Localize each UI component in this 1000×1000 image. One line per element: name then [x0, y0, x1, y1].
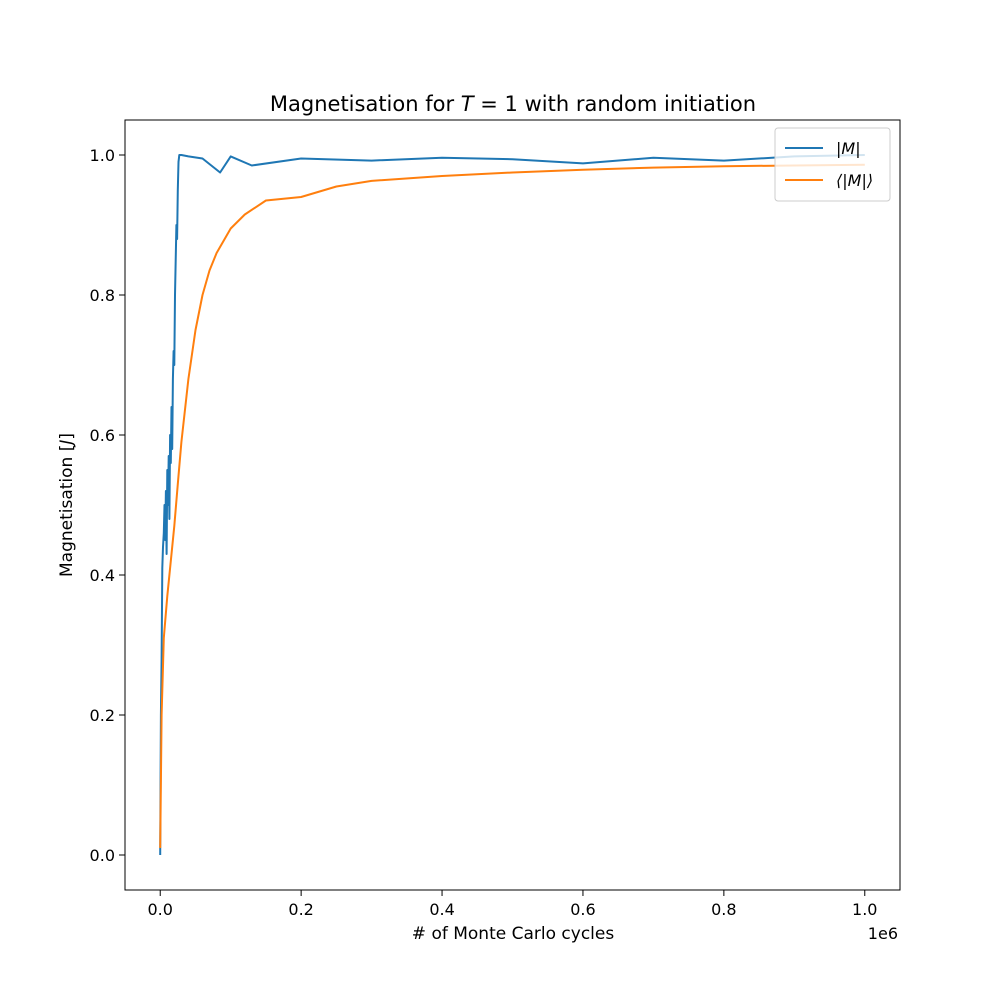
x-tick-label: 0.6	[570, 900, 595, 919]
legend: |M| ⟨|M|⟩	[774, 127, 891, 202]
x-tick-label: 0.2	[288, 900, 313, 919]
chart-title-prefix: Magnetisation for	[270, 92, 461, 116]
y-axis-label-suffix: ]	[57, 433, 77, 440]
y-axis-label-prefix: Magnetisation [	[57, 445, 77, 577]
y-tick-label: 0.6	[90, 426, 115, 445]
x-tick-label: 0.4	[429, 900, 454, 919]
x-tick-label: 0.8	[711, 900, 736, 919]
x-axis-ticks: 0.0 0.2 0.4 0.6 0.8 1.0	[148, 890, 877, 919]
legend-box	[774, 127, 891, 202]
y-tick-label: 0.4	[90, 566, 115, 585]
x-tick-label: 1.0	[852, 900, 877, 919]
y-axis-label: Magnetisation [J]	[57, 433, 77, 577]
legend-label-mean-abs-m: ⟨|M|⟩	[836, 171, 873, 190]
plot-area	[124, 119, 901, 891]
series-line-mean-abs-m	[159, 163, 865, 849]
y-tick-label: 0.2	[90, 706, 115, 725]
x-axis-offset-text: 1e6	[868, 924, 898, 943]
y-tick-label: 1.0	[90, 146, 115, 165]
chart-title: Magnetisation for T = 1 with random init…	[270, 92, 756, 116]
series-layer	[159, 154, 865, 856]
y-axis-label-var: J	[57, 440, 77, 448]
legend-label-abs-m: |M|	[836, 139, 861, 158]
chart-title-rest: = 1	[474, 92, 518, 116]
chart-title-suffix: with random initiation	[518, 92, 756, 116]
y-tick-label: 0.0	[90, 846, 115, 865]
y-tick-label: 0.8	[90, 286, 115, 305]
x-axis-label: # of Monte Carlo cycles	[412, 924, 615, 944]
y-axis-ticks: 0.0 0.2 0.4 0.6 0.8 1.0	[90, 146, 125, 865]
series-line-abs-m	[159, 154, 865, 856]
x-tick-label: 0.0	[148, 900, 173, 919]
chart-title-var: T	[461, 92, 476, 116]
